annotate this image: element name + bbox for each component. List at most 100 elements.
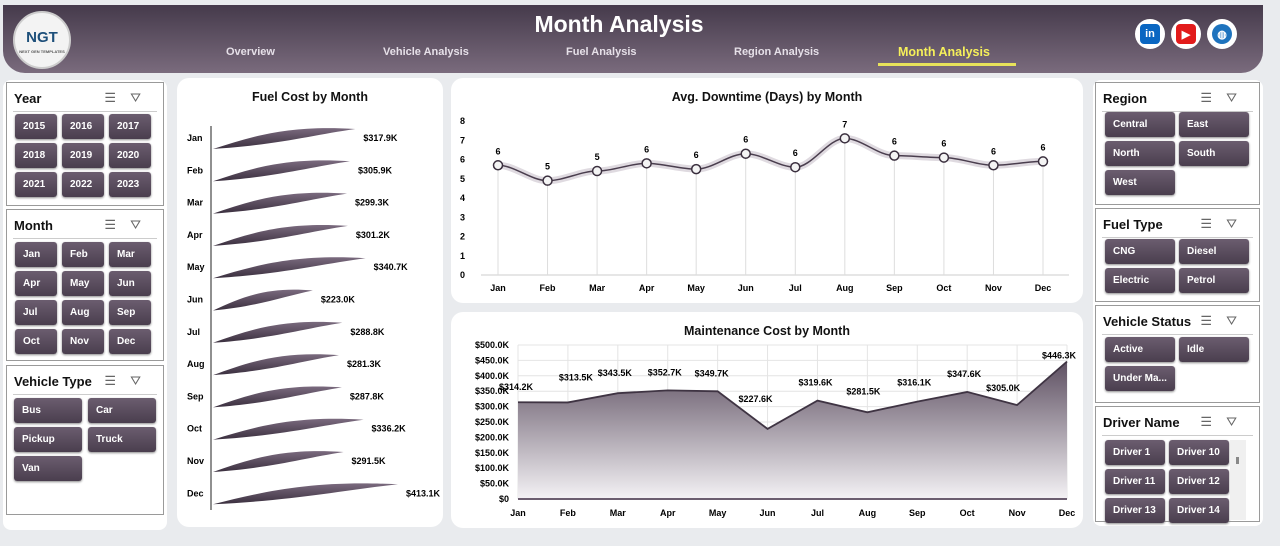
multi-select-icon[interactable]: ☰ [1200, 216, 1227, 231]
slicer-item[interactable]: Dec [109, 329, 151, 354]
slicer-item[interactable]: Driver 10 [1169, 440, 1229, 465]
slicer-item[interactable]: Pickup [14, 427, 82, 452]
slicer-item[interactable]: 2021 [15, 172, 57, 197]
clear-filter-icon[interactable]: ⛛ [130, 373, 155, 388]
slicer-item[interactable]: Jun [109, 271, 151, 296]
slicer-item[interactable]: Active [1105, 337, 1175, 362]
slicer-item[interactable]: East [1179, 112, 1249, 137]
divider [13, 394, 157, 395]
slicer-item[interactable]: Driver 1 [1105, 440, 1165, 465]
slicer-item[interactable]: Central [1105, 112, 1175, 137]
slicer-item[interactable]: 2017 [109, 114, 151, 139]
clear-filter-icon[interactable]: ⛛ [1226, 414, 1251, 429]
category-label: Jun [187, 295, 203, 305]
tab-fuel-analysis[interactable]: Fuel Analysis [566, 46, 637, 58]
clear-filter-icon[interactable]: ⛛ [1226, 90, 1251, 105]
slicer-item[interactable]: Driver 14 [1169, 498, 1229, 523]
slicer-item[interactable]: Mar [109, 242, 151, 267]
website-button[interactable]: ◍ [1207, 19, 1237, 49]
multi-select-icon[interactable]: ☰ [104, 373, 131, 388]
scrollbar[interactable] [1230, 440, 1246, 520]
multi-select-icon[interactable]: ☰ [1200, 313, 1227, 328]
slicer-item[interactable]: 2016 [62, 114, 104, 139]
multi-select-icon[interactable]: ☰ [104, 90, 131, 105]
clear-filter-icon[interactable]: ⛛ [1226, 216, 1251, 231]
data-label: $446.3K [1042, 351, 1077, 361]
clear-filter-icon[interactable]: ⛛ [130, 90, 155, 105]
slicer-item[interactable]: Bus [14, 398, 82, 423]
tab-region-analysis[interactable]: Region Analysis [734, 46, 820, 58]
tab-overview[interactable]: Overview [226, 46, 275, 58]
slicer-item[interactable]: Feb [62, 242, 104, 267]
slicer-item[interactable]: CNG [1105, 239, 1175, 264]
slicer-item[interactable]: Under Ma... [1105, 366, 1175, 391]
slicer-item[interactable]: 2023 [109, 172, 151, 197]
slicer-item[interactable]: Jul [15, 300, 57, 325]
slicer-item[interactable]: South [1179, 141, 1249, 166]
slicer-item[interactable]: Van [14, 456, 82, 481]
slicer-item[interactable]: 2020 [109, 143, 151, 168]
slicer-item[interactable]: Car [88, 398, 156, 423]
slicer-item[interactable]: Jan [15, 242, 57, 267]
data-point [591, 165, 603, 177]
slicer-item[interactable]: Apr [15, 271, 57, 296]
tab-month-analysis[interactable]: Month Analysis [898, 45, 990, 59]
header-banner: NGT NEXT GEN TEMPLATES Month Analysis [3, 5, 1263, 73]
divider [1102, 111, 1253, 112]
multi-select-icon[interactable]: ☰ [1200, 414, 1227, 429]
youtube-button[interactable]: ▶ [1171, 19, 1201, 49]
clear-filter-icon[interactable]: ⛛ [1226, 313, 1251, 328]
slicer-item[interactable]: Idle [1179, 337, 1249, 362]
data-label: $317.9K [363, 133, 398, 143]
slicer-item[interactable]: Truck [88, 427, 156, 452]
clear-filter-icon[interactable]: ⛛ [130, 217, 155, 232]
x-tick-label: May [687, 283, 705, 293]
slicer-item[interactable]: Aug [62, 300, 104, 325]
divider [13, 238, 157, 239]
category-label: Sep [187, 391, 204, 401]
slicer-item[interactable]: Driver 11 [1105, 469, 1165, 494]
x-tick-label: Nov [985, 283, 1002, 293]
slicer-title: Vehicle Status [1103, 314, 1192, 329]
data-label: $313.5K [559, 372, 594, 382]
data-label: 6 [793, 148, 798, 158]
multi-select-icon[interactable]: ☰ [104, 217, 131, 232]
data-label: $305.9K [358, 165, 393, 175]
slicer-item[interactable]: May [62, 271, 104, 296]
slicer-item[interactable]: Driver 12 [1169, 469, 1229, 494]
data-label: 5 [595, 152, 600, 162]
data-label: $287.8K [350, 391, 385, 401]
data-label: 6 [892, 137, 897, 147]
y-tick-label: $100.0K [475, 463, 510, 473]
slicer-item[interactable]: North [1105, 141, 1175, 166]
slicer-item[interactable]: Petrol [1179, 268, 1249, 293]
data-label: $413.1K [406, 488, 441, 498]
data-label: $319.6K [798, 378, 833, 388]
x-tick-label: Mar [589, 283, 606, 293]
slicer-item[interactable]: 2018 [15, 143, 57, 168]
slicer-item[interactable]: Sep [109, 300, 151, 325]
slicer-item[interactable]: 2015 [15, 114, 57, 139]
data-label: $352.7K [648, 367, 683, 377]
divider [1102, 334, 1253, 335]
slicer-item[interactable]: Driver 13 [1105, 498, 1165, 523]
vehicle-type-slicer: Vehicle Type ☰⛛ Bus Car Pickup Truck Van [6, 365, 164, 515]
slicer-item[interactable]: Oct [15, 329, 57, 354]
slicer-item[interactable]: 2022 [62, 172, 104, 197]
bar [213, 289, 313, 311]
fuel-cost-chart: Jan $317.9K Feb $305.9K Mar $299.3K Apr $301.2K… [187, 126, 441, 510]
data-point [839, 133, 851, 144]
x-tick-label: Dec [1059, 508, 1076, 518]
slicer-item[interactable]: Electric [1105, 268, 1175, 293]
tab-vehicle-analysis[interactable]: Vehicle Analysis [383, 46, 469, 58]
slicer-item[interactable]: 2019 [62, 143, 104, 168]
vehicle-status-slicer: Vehicle Status ☰⛛ Active Idle Under Ma... [1095, 305, 1260, 403]
category-label: Feb [187, 165, 204, 175]
slicer-item[interactable]: Nov [62, 329, 104, 354]
y-tick-label: 1 [460, 251, 465, 261]
slicer-item[interactable]: Diesel [1179, 239, 1249, 264]
multi-select-icon[interactable]: ☰ [1200, 90, 1227, 105]
slicer-item[interactable]: West [1105, 170, 1175, 195]
linkedin-button[interactable]: in [1135, 19, 1165, 49]
page-title: Month Analysis [534, 11, 704, 37]
